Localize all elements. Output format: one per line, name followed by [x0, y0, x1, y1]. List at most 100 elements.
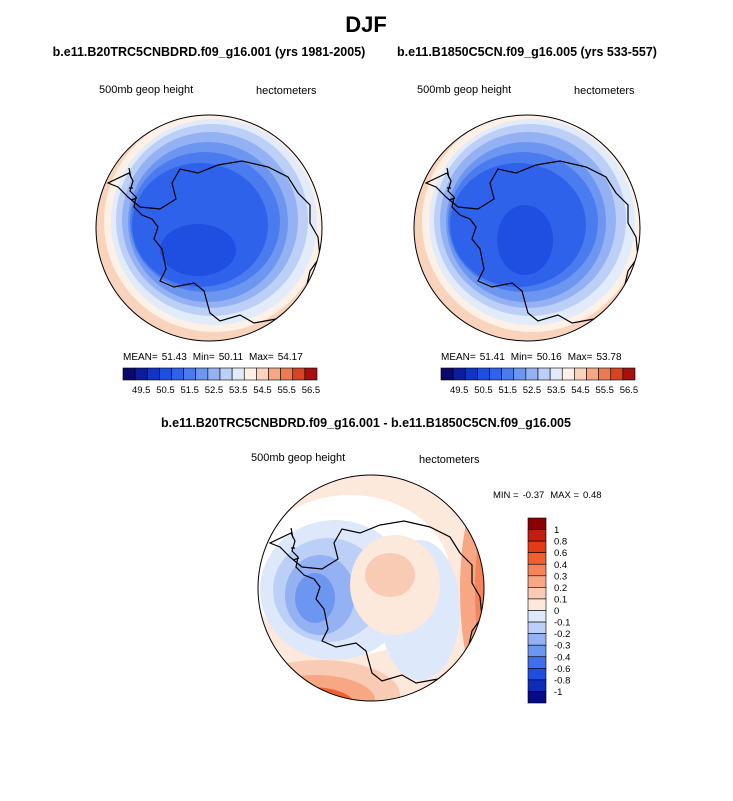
- colorbar-label: 53.5: [547, 385, 566, 396]
- colorbar-box: [256, 367, 269, 381]
- colorbar-box: [561, 367, 575, 381]
- colorbar-box: [527, 575, 547, 588]
- map: [258, 475, 484, 701]
- stats: MEAN= 51.43 Min= 50.11 Max= 54.17: [123, 352, 303, 363]
- colorbar-box: [525, 367, 539, 381]
- colorbar-label: 0.8: [554, 537, 567, 548]
- colorbar-box: [549, 367, 563, 381]
- stat-value: 50.16: [537, 352, 562, 363]
- map: [96, 115, 322, 341]
- colorbar-box: [489, 367, 502, 381]
- colorbar-box: [574, 367, 587, 381]
- stat-value: 51.43: [162, 352, 187, 363]
- colorbar-label: 56.5: [620, 385, 639, 396]
- colorbar-label: -0.6: [554, 664, 570, 675]
- colorbar-label: 0.2: [554, 583, 567, 594]
- colorbar-label: 1: [554, 525, 559, 536]
- contour: [295, 573, 335, 623]
- colorbar-box: [527, 621, 547, 634]
- contour: [265, 687, 355, 701]
- colorbar-box: [219, 367, 233, 381]
- stat-label: Min=: [193, 352, 215, 363]
- stat-value: 51.41: [480, 352, 505, 363]
- colorbar-label: 50.5: [156, 385, 175, 396]
- colorbar-box: [195, 367, 209, 381]
- colorbar-box: [134, 367, 148, 381]
- variable-label: 500mb geop height: [417, 84, 511, 96]
- colorbar-box: [513, 367, 527, 381]
- colorbar-box: [537, 367, 551, 381]
- colorbar-box: [527, 656, 547, 669]
- colorbar-label: 0.4: [554, 560, 567, 571]
- colorbar-label: 0: [554, 606, 559, 617]
- colorbar-label: 56.5: [302, 385, 321, 396]
- map-border: [413, 114, 641, 342]
- colorbar-box: [477, 367, 490, 381]
- map-border: [95, 114, 323, 342]
- colorbar-box: [527, 540, 547, 553]
- map-border: [257, 474, 485, 702]
- colorbar-box: [501, 367, 515, 381]
- stat-label: Max=: [568, 352, 593, 363]
- colorbar-label: 55.5: [277, 385, 296, 396]
- units-label: hectometers: [419, 454, 480, 466]
- colorbar-label: 0.6: [554, 548, 567, 559]
- contour: [475, 490, 484, 690]
- stat-value: 53.78: [596, 352, 621, 363]
- colorbar-box: [146, 367, 160, 381]
- colorbar-box: [527, 691, 547, 704]
- colorbar-box: [527, 679, 547, 692]
- map: [414, 115, 640, 341]
- colorbar-label: 51.5: [180, 385, 199, 396]
- stat-label: MEAN=: [441, 352, 476, 363]
- stats: MIN = -0.37 MAX = 0.48: [493, 490, 602, 501]
- contour: [160, 224, 236, 276]
- colorbar-box: [527, 529, 547, 542]
- stat-value: 50.11: [219, 352, 244, 363]
- colorbar-box: [440, 367, 454, 381]
- variable-label: 500mb geop height: [251, 452, 345, 464]
- colorbar-box: [527, 633, 547, 646]
- panel-title: b.e11.B20TRC5CNBDRD.f09_g16.001 (yrs 198…: [53, 45, 366, 59]
- stat-label: MEAN=: [123, 352, 158, 363]
- colorbar-label: 53.5: [229, 385, 248, 396]
- colorbar-box: [268, 367, 281, 381]
- units-label: hectometers: [574, 85, 635, 97]
- colorbar-label: -0.2: [554, 629, 570, 640]
- stat-value: 0.48: [583, 490, 602, 501]
- colorbar-box: [183, 367, 197, 381]
- colorbar-box: [527, 587, 547, 600]
- contour: [460, 480, 484, 700]
- colorbar-label: 52.5: [523, 385, 542, 396]
- stat-value: 54.17: [278, 352, 303, 363]
- colorbar-box: [527, 644, 547, 658]
- colorbar-box: [243, 367, 257, 381]
- colorbar-box: [598, 367, 612, 381]
- colorbar-box: [207, 367, 221, 381]
- stat-label: MIN =: [493, 490, 519, 501]
- colorbar-label: 0.3: [554, 571, 567, 582]
- colorbar-label: 55.5: [595, 385, 614, 396]
- colorbar-box: [171, 367, 184, 381]
- colorbar-label: 51.5: [498, 385, 517, 396]
- colorbar-box: [159, 367, 172, 381]
- colorbar-box: [527, 517, 547, 530]
- stats: MEAN= 51.41 Min= 50.16 Max= 53.78: [441, 352, 622, 363]
- colorbar-box: [527, 552, 547, 565]
- contour: [497, 205, 553, 275]
- colorbar-label: 0.1: [554, 594, 567, 605]
- stat-label: MAX =: [550, 490, 579, 501]
- colorbar-label: -0.8: [554, 675, 570, 686]
- variable-label: 500mb geop height: [99, 84, 193, 96]
- stat-label: Max=: [249, 352, 274, 363]
- colorbar-box: [452, 367, 466, 381]
- colorbar-box: [610, 367, 624, 381]
- colorbar-box: [464, 367, 478, 381]
- colorbar-box: [527, 668, 547, 681]
- title: DJF: [345, 12, 387, 37]
- panel-title: b.e11.B1850C5CN.f09_g16.005 (yrs 533-557…: [397, 45, 657, 59]
- units-label: hectometers: [256, 85, 317, 97]
- colorbar-label: 54.5: [253, 385, 272, 396]
